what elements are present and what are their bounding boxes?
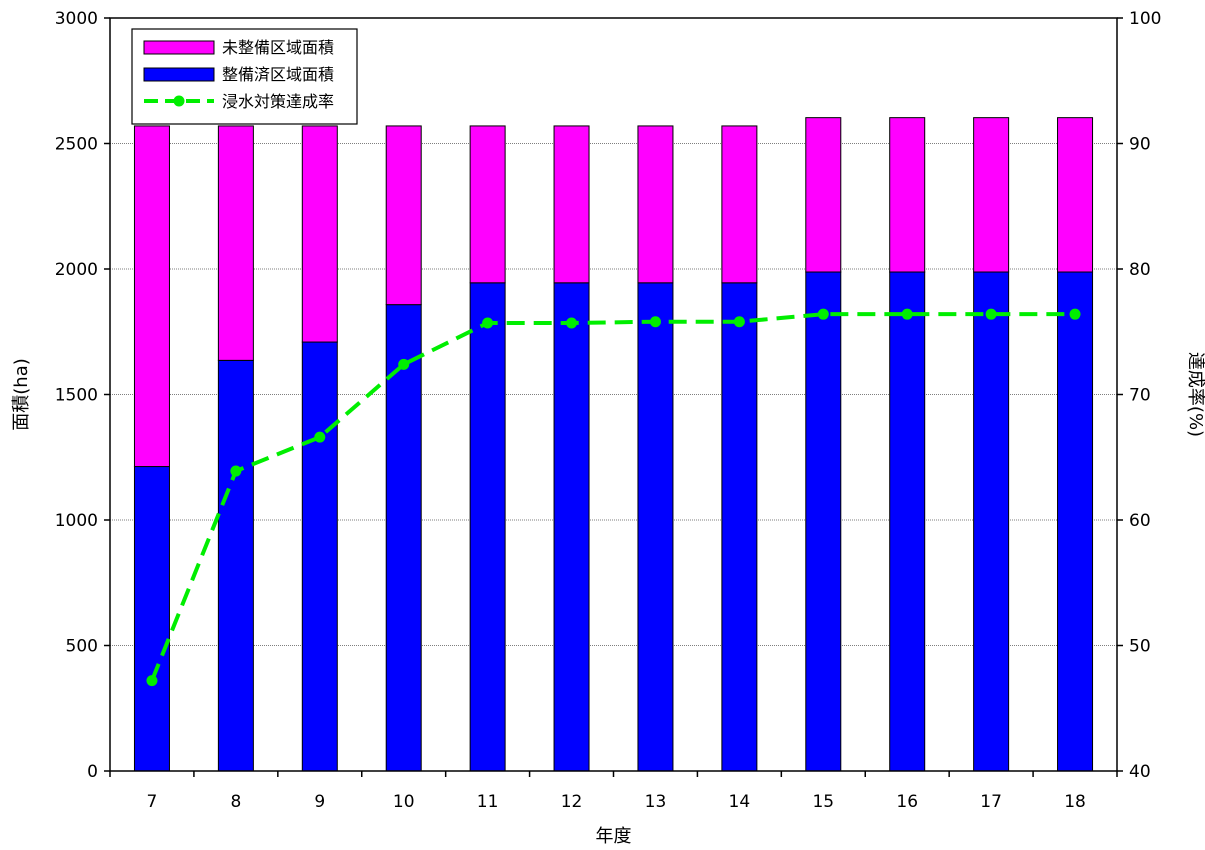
bar-uncompleted — [1057, 117, 1094, 273]
x-tick-label: 15 — [812, 792, 834, 812]
rate-point — [314, 431, 326, 443]
x-tick-label: 14 — [729, 792, 751, 812]
x-tick-label: 9 — [314, 792, 325, 812]
rate-point — [817, 308, 829, 320]
rate-point — [733, 316, 745, 328]
bar-uncompleted — [973, 117, 1010, 273]
rate-point — [146, 675, 158, 687]
y2-tick-label: 70 — [1129, 386, 1151, 406]
bar-uncompleted — [217, 125, 254, 361]
legend-marker — [173, 95, 185, 107]
x-tick-label: 16 — [896, 792, 918, 812]
achievement-rate-line — [146, 308, 1081, 687]
y-tick-label: 1000 — [55, 511, 98, 531]
rate-point — [985, 308, 997, 320]
y2-tick-label: 90 — [1129, 135, 1151, 155]
rate-line — [150, 312, 1076, 682]
rate-point — [398, 358, 410, 370]
bar-uncompleted — [469, 125, 506, 284]
plot-area — [109, 17, 1118, 772]
bar-uncompleted — [553, 125, 590, 284]
x-tick-label: 18 — [1064, 792, 1086, 812]
x-tick-label: 17 — [980, 792, 1002, 812]
y-axis-left: 0 500 1000 1500 2000 2500 3000 — [55, 9, 110, 782]
y2-tick-label: 100 — [1129, 9, 1161, 29]
y-tick-label: 0 — [87, 762, 98, 782]
bar-uncompleted — [385, 125, 422, 306]
legend-swatch — [143, 67, 215, 82]
y-tick-label: 500 — [66, 637, 98, 657]
bar-completed — [217, 359, 254, 772]
bar-uncompleted — [637, 125, 674, 284]
bar-completed — [385, 304, 422, 772]
y-tick-label: 2500 — [55, 135, 98, 155]
y-tick-label: 1500 — [55, 386, 98, 406]
y-axis-right: 40 50 60 70 80 90 100 — [1117, 9, 1161, 782]
rate-point — [649, 316, 661, 328]
gridlines — [110, 143, 1117, 646]
bar-completed — [889, 271, 926, 772]
legend-swatch — [143, 40, 215, 55]
bar-completed — [805, 271, 842, 772]
bar-uncompleted — [889, 117, 926, 273]
legend-label: 整備済区域面積 — [222, 65, 334, 84]
bar-uncompleted — [301, 125, 338, 343]
legend-label: 未整備区域面積 — [222, 38, 334, 57]
bar-uncompleted — [133, 125, 170, 468]
rate-point — [1069, 308, 1081, 320]
bar-completed — [133, 466, 170, 772]
x-tick-label: 7 — [147, 792, 158, 812]
y-axis-title: 面積(ha) — [11, 358, 32, 430]
x-tick-label: 11 — [477, 792, 499, 812]
bars — [133, 117, 1094, 772]
y2-axis-title: 達成率(%) — [1185, 352, 1205, 437]
y-tick-label: 3000 — [55, 9, 98, 29]
bar-completed — [469, 282, 506, 772]
rate-point — [482, 317, 494, 329]
rate-point — [901, 308, 913, 320]
bar-completed — [553, 282, 590, 772]
rate-point — [230, 465, 242, 477]
y-tick-label: 2000 — [55, 260, 98, 280]
x-tick-label: 13 — [645, 792, 667, 812]
rate-point — [566, 317, 578, 329]
x-axis: 7 8 9 10 11 12 13 14 15 16 17 18 — [109, 771, 1118, 812]
legend-label: 浸水対策達成率 — [222, 92, 334, 111]
y2-tick-label: 40 — [1129, 762, 1151, 782]
bar-uncompleted — [805, 117, 842, 273]
x-tick-label: 10 — [393, 792, 415, 812]
x-tick-label: 8 — [230, 792, 241, 812]
bar-completed — [301, 341, 338, 772]
y2-tick-label: 60 — [1129, 511, 1151, 531]
bar-completed — [637, 282, 674, 772]
bar-uncompleted — [721, 125, 758, 284]
y2-tick-label: 50 — [1129, 637, 1151, 657]
bar-completed — [973, 271, 1010, 772]
x-axis-title: 年度 — [596, 826, 632, 847]
bar-completed — [721, 282, 758, 772]
y2-tick-label: 80 — [1129, 260, 1151, 280]
x-tick-label: 12 — [561, 792, 583, 812]
bar-completed — [1057, 271, 1094, 772]
